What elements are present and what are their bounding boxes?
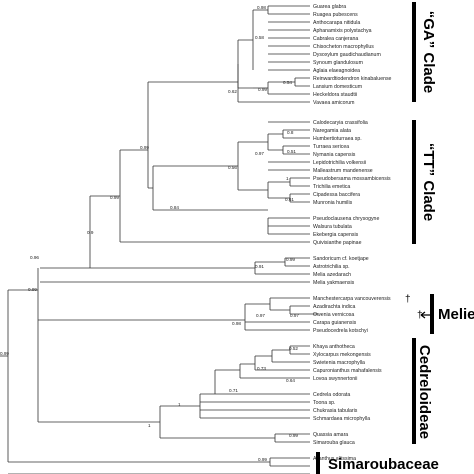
support-value: 0.97 — [290, 313, 299, 318]
ga-clade-label: “GA” Clade — [420, 11, 437, 94]
tip-label: Anthocarapa nitidula — [313, 20, 360, 26]
tip-label: Owenia vernicosa — [313, 312, 354, 318]
tip-label: Munronia humilis — [313, 200, 353, 206]
tip-label: Aglaia elaeagnoidea — [313, 68, 360, 74]
arrow-icon — [420, 311, 430, 319]
support-value: 0.52 — [289, 346, 298, 351]
tip-label: Swietenia macrophylla — [313, 360, 365, 366]
support-value: 0.71 — [229, 388, 238, 393]
tip-label: Nymania capensis — [313, 152, 356, 158]
tip-label: Ruagea pubescens — [313, 12, 358, 18]
tip-label: Calodecaryia crassifolia — [313, 120, 368, 126]
tip-label: Capuronianthus mahafalensis — [313, 368, 382, 374]
support-value: 0.51 — [287, 149, 296, 154]
tip-label: Lepidotrichilia volkensii — [313, 160, 366, 166]
tip-label: Dysoxylum gaudichaudianum — [313, 52, 381, 58]
simaroubaceae-label: Simaroubaceae — [328, 456, 439, 473]
tip-label: Sandoricum cf. koetjape — [313, 256, 369, 262]
tip-label: Synoum glandulosum — [313, 60, 363, 66]
tip-label: Astrotrichilia sp. — [313, 264, 350, 270]
tip-label: Vavaea amicorum — [313, 100, 354, 106]
support-value: 0.64 — [286, 378, 295, 383]
tip-label: Cabralea canjerana — [313, 36, 358, 42]
clade-annotations: “GA” Clade “TT” Clade Melieae Cedreloide… — [316, 2, 474, 474]
fossil-dagger-manchestercarpa: † — [417, 310, 423, 321]
support-value: 0.99 — [140, 145, 149, 150]
support-value: 0.62 — [228, 89, 237, 94]
tip-label: Pseudocedrela kotschyi — [313, 328, 368, 334]
support-value: 0.98 — [257, 5, 266, 10]
cedreloideae-label: Cedreloideae — [416, 345, 433, 439]
tip-label: Cedrela odorata — [313, 392, 350, 398]
support-value: 1 — [286, 176, 289, 181]
support-value: 0.99 — [286, 257, 295, 262]
tip-label: Malleastrum mandenense — [313, 168, 373, 174]
tip-label: Aphanamixis polystachya — [313, 28, 372, 34]
support-value: 0.73 — [257, 366, 266, 371]
tip-label: Turraea sericea — [313, 144, 349, 150]
tip-label: Khaya anthotheca — [313, 344, 355, 350]
tip-label: Walsura tubulata — [313, 224, 352, 230]
support-value: 0.61 — [285, 197, 294, 202]
tip-label: Toona sp. — [313, 400, 336, 406]
support-value: 0.99 — [289, 433, 298, 438]
melieae-bar — [430, 294, 434, 334]
support-value: 0.99 — [258, 457, 267, 462]
tip-label: Melia azedarach — [313, 272, 351, 278]
tip-label: Quivisianthe papinae — [313, 240, 362, 246]
support-value: 0.9 — [87, 230, 94, 235]
support-value: 1 — [148, 423, 151, 428]
support-value: 0.99 — [28, 287, 37, 292]
support-value: 0.56 — [228, 165, 237, 170]
tip-label: Guarea glabra — [313, 4, 346, 10]
tip-labels: Guarea glabra Ruagea pubescens Anthocarapa… — [313, 4, 392, 462]
support-value: 0.99 — [258, 87, 267, 92]
simaroubaceae-bar — [316, 452, 320, 474]
tip-label: Melia yakmaensis — [313, 280, 355, 286]
support-value: 0.91 — [255, 264, 264, 269]
tt-clade-label: “TT” Clade — [420, 143, 437, 221]
tip-label: Lansium domesticum — [313, 84, 362, 90]
tip-label: Reinwardtiodendron kinabaluense — [313, 76, 392, 82]
support-value: 0.97 — [256, 313, 265, 318]
tip-label: Manchestercarpa vancouverensis — [313, 296, 391, 302]
tip-label: Naregamia alata — [313, 128, 351, 134]
tip-label: Chisocheton macrophyllus — [313, 44, 374, 50]
tip-label: Humbertioturraea sp. — [313, 136, 362, 142]
support-value: 0.58 — [255, 35, 264, 40]
tip-label: Simarouba glauca — [313, 440, 355, 446]
support-value: 0.99 — [110, 195, 119, 200]
fossil-dagger-melia: † — [405, 294, 411, 305]
support-value: 0.84 — [170, 205, 179, 210]
tip-label: Carapa guianensis — [313, 320, 357, 326]
support-value: 1 — [178, 402, 181, 407]
tree-branches — [0, 5, 318, 474]
support-value: 0.96 — [30, 255, 39, 260]
ga-clade-bar — [412, 2, 416, 102]
tip-label: Lovoa swynnertonii — [313, 376, 357, 382]
tip-label: Trichilia emetica — [313, 184, 350, 190]
tip-label: Ailanthus altissima — [313, 456, 356, 462]
tip-label: Heckeldora staudtii — [313, 92, 357, 98]
support-value: 0.98 — [232, 321, 241, 326]
tip-label: Chukrasia tabularis — [313, 408, 358, 414]
tip-label: Pseudobersama mossambicensis — [313, 176, 391, 182]
support-value: 0.97 — [255, 151, 264, 156]
support-value: 0.54 — [283, 80, 292, 85]
tip-label: Pseudoclausena chrysogyne — [313, 216, 379, 222]
tip-label: Quassia amara — [313, 432, 348, 438]
tt-clade-bar — [412, 120, 416, 244]
support-value: 0.99 — [0, 351, 9, 356]
support-values: 0.98 0.58 0.54 0.99 0.62 0.8 0.51 0.97 1… — [0, 5, 299, 462]
tip-label: Ekebergia capensis — [313, 232, 359, 238]
tip-label: Schmardaea microphylla — [313, 416, 370, 422]
tip-label: Xylocarpus mekongensis — [313, 352, 371, 358]
support-value: 0.8 — [287, 130, 294, 135]
cedreloideae-bar — [412, 338, 416, 444]
tip-label: Cipadessa baccifera — [313, 192, 360, 198]
tip-label: Azadirachta indica — [313, 304, 356, 310]
melieae-label: Melieae — [438, 306, 474, 323]
